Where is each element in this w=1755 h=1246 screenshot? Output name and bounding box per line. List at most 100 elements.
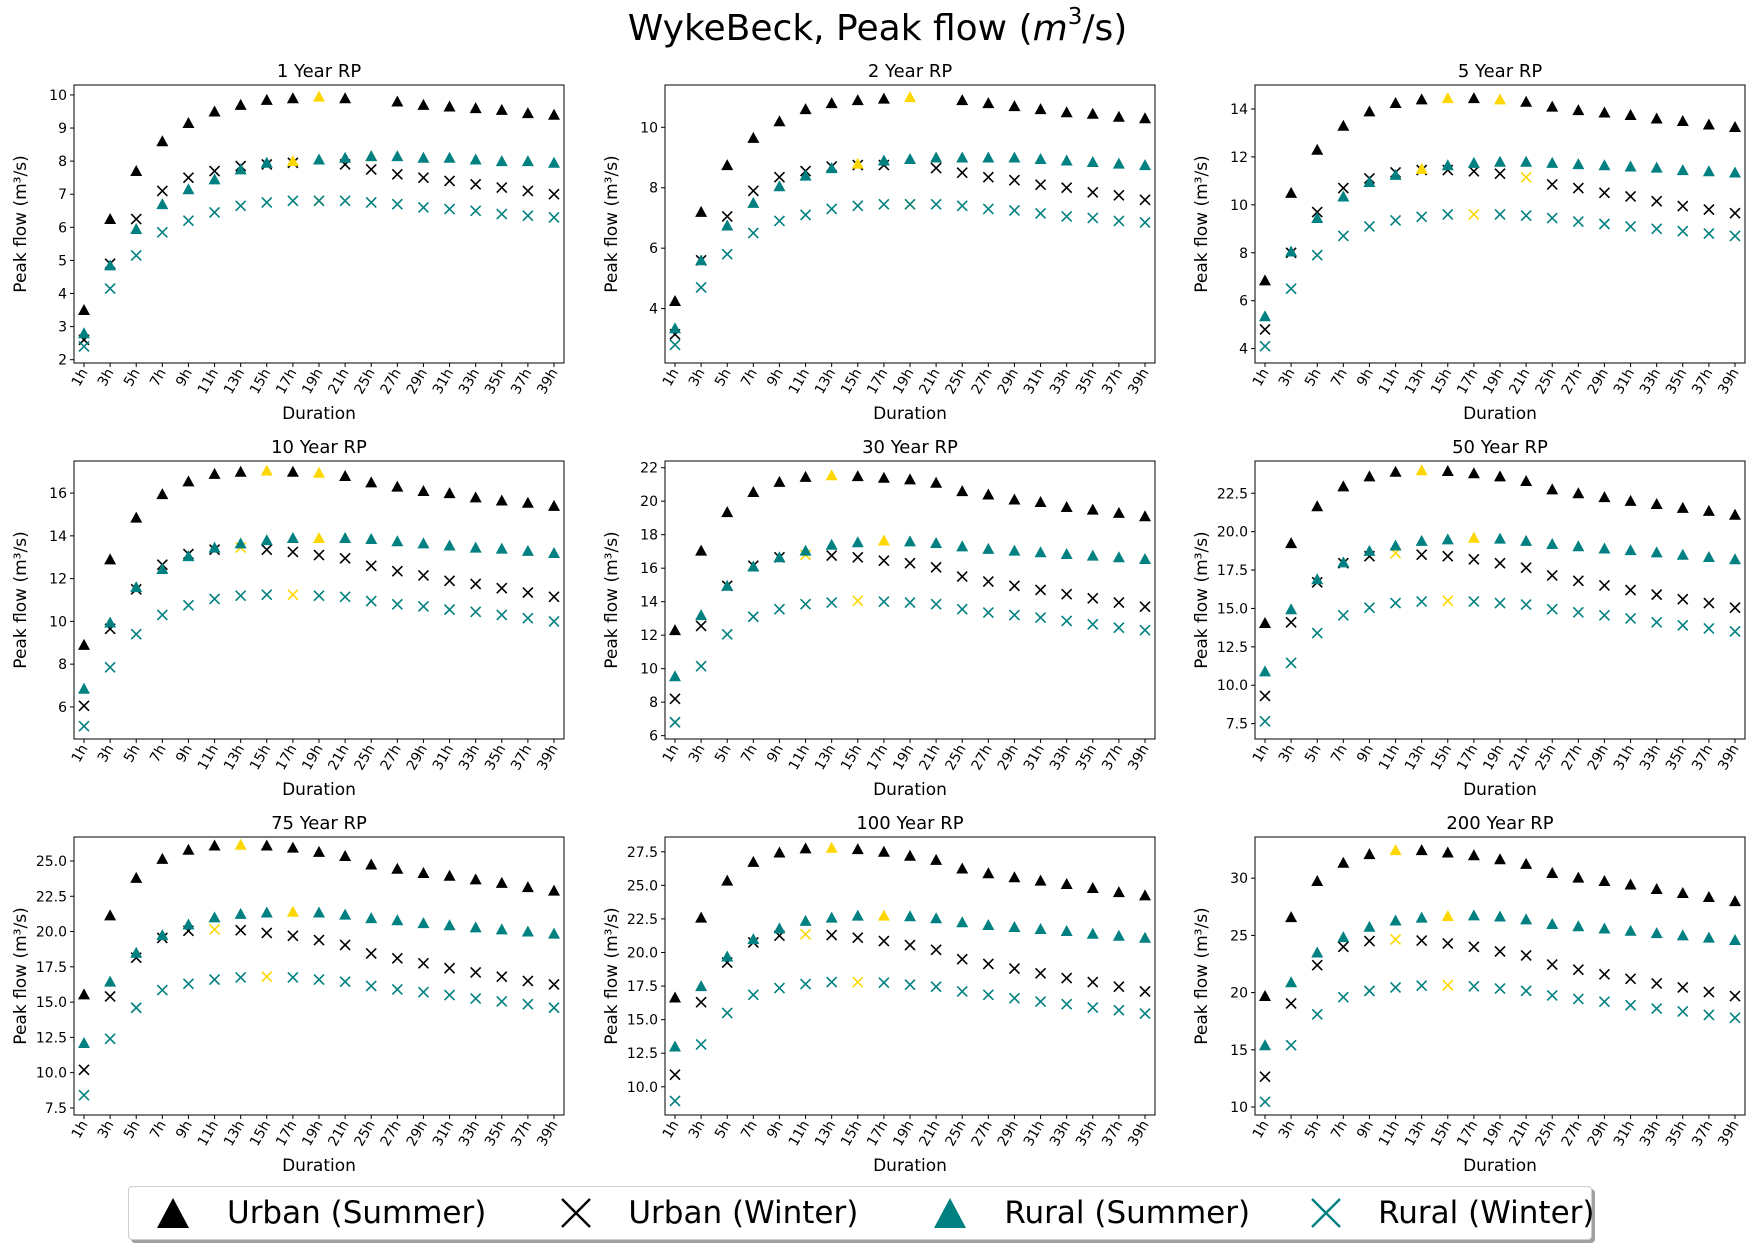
marker-rural-winter <box>287 971 299 983</box>
y-tick-label: 12 <box>640 628 658 644</box>
marker-urban-winter <box>365 163 377 175</box>
marker-rural-winter <box>930 981 942 993</box>
y-tick-label: 10 <box>49 614 67 630</box>
marker-rural-summer <box>104 616 117 628</box>
y-tick-label: 10 <box>1230 198 1248 214</box>
marker-urban-summer <box>1060 106 1073 118</box>
y-tick-label: 12.5 <box>627 1046 658 1062</box>
marker-rural-summer <box>721 950 734 962</box>
x-tick-label: 21h <box>916 1118 943 1149</box>
x-tick-label: 25h <box>1532 366 1559 397</box>
marker-urban-summer <box>391 95 404 107</box>
x-axis-label: Duration <box>282 1156 356 1176</box>
x-tick-label: 11h <box>1376 366 1403 397</box>
marker-rural-summer <box>982 918 995 930</box>
marker-rural-winter <box>1442 595 1454 607</box>
x-tick-label: 3h <box>95 1118 118 1141</box>
x-tick-label: 9h <box>1354 1118 1377 1141</box>
marker-rural-winter <box>235 200 247 212</box>
marker-rural-winter <box>982 606 994 619</box>
legend-marker-rural-summer <box>934 1198 967 1228</box>
marker-urban-summer <box>825 97 838 109</box>
plot-frame <box>1254 460 1746 740</box>
marker-rural-winter <box>548 1002 560 1014</box>
marker-rural-winter <box>1651 1003 1663 1015</box>
x-axis-label: Duration <box>873 780 947 800</box>
marker-rural-summer <box>930 912 943 924</box>
x-tick-label: 7h <box>147 366 170 389</box>
marker-urban-winter <box>747 185 759 197</box>
marker-rural-summer <box>1546 917 1559 929</box>
x-tick-label: 39h <box>1125 742 1152 773</box>
marker-rural-summer <box>1086 549 1099 561</box>
marker-rural-summer <box>365 533 378 545</box>
x-tick-label: 37h <box>1099 366 1126 397</box>
marker-rural-summer <box>747 933 760 945</box>
y-axis-label: Peak flow (m³/s) <box>602 531 622 668</box>
marker-urban-winter <box>669 1069 681 1081</box>
marker-rural-summer <box>982 542 995 554</box>
marker-urban-summer <box>1520 474 1533 486</box>
marker-rural-summer <box>1060 925 1073 937</box>
x-tick-label: 29h <box>404 1118 431 1149</box>
y-tick-label: 22.5 <box>1217 486 1248 502</box>
y-tick-label: 6 <box>1239 294 1248 310</box>
marker-urban-summer <box>1467 467 1480 479</box>
marker-urban-winter <box>156 185 168 197</box>
marker-rural-winter <box>1624 999 1637 1011</box>
marker-rural-winter <box>235 590 247 602</box>
legend-label: Rural (Winter) <box>1378 1195 1595 1231</box>
marker-urban-summer <box>1086 882 1099 894</box>
marker-rural-summer <box>904 910 916 922</box>
marker-rural-winter <box>1389 597 1402 609</box>
marker-rural-winter <box>1087 212 1099 224</box>
x-tick-label: 31h <box>1021 366 1048 397</box>
y-tick-label: 12 <box>1230 150 1248 166</box>
marker-urban-winter <box>982 958 994 970</box>
marker-urban-winter <box>721 210 733 223</box>
marker-rural-summer <box>104 975 117 987</box>
marker-rural-winter <box>443 604 456 616</box>
marker-rural-winter <box>1598 996 1611 1008</box>
marker-rural-summer <box>1034 546 1047 558</box>
marker-rural-summer <box>1008 920 1021 932</box>
marker-urban-winter <box>391 168 403 180</box>
marker-urban-winter <box>1546 569 1558 581</box>
marker-urban-summer <box>234 98 247 110</box>
marker-urban-winter <box>1703 597 1715 609</box>
marker-rural-summer <box>1702 550 1715 562</box>
marker-urban-winter <box>878 555 890 567</box>
marker-urban-summer <box>1676 114 1689 126</box>
marker-rural-summer <box>956 540 969 552</box>
subplot-7: 75 Year RP 7.5 10.0 12.5 15.0 17.5 20.0 22.5 25.… <box>11 813 565 1176</box>
x-tick-label: 29h <box>1585 1118 1612 1149</box>
marker-rural-summer <box>1337 556 1350 568</box>
marker-urban-summer <box>904 473 916 485</box>
marker-rural-winter <box>1624 220 1637 232</box>
marker-urban-winter <box>982 171 994 183</box>
marker-urban-summer <box>1624 494 1637 506</box>
plot-frame <box>73 836 565 1116</box>
marker-urban-winter <box>1624 584 1637 596</box>
marker-rural-winter <box>1572 216 1584 228</box>
marker-rural-winter <box>287 195 299 207</box>
marker-urban-winter <box>1113 981 1125 993</box>
legend-label: Rural (Summer) <box>1004 1195 1251 1231</box>
marker-urban-summer <box>1337 119 1350 131</box>
marker-urban-winter <box>1034 179 1047 191</box>
marker-urban-summer <box>851 470 864 482</box>
marker-urban-winter <box>261 927 273 939</box>
y-tick-label: 15 <box>1230 1043 1248 1059</box>
x-tick-label: 9h <box>173 742 196 765</box>
marker-rural-summer <box>1624 924 1637 936</box>
marker-rural-summer <box>695 609 708 621</box>
marker-urban-winter <box>956 167 968 179</box>
x-tick-label: 35h <box>482 366 509 397</box>
y-tick-label: 17.5 <box>36 960 67 976</box>
y-tick-label: 27.5 <box>627 845 658 861</box>
y-tick-label: 7.5 <box>1226 717 1248 733</box>
marker-urban-summer <box>1112 506 1125 518</box>
marker-urban-winter <box>930 162 942 174</box>
marker-rural-winter <box>930 598 942 610</box>
marker-urban-summer <box>1389 96 1402 108</box>
